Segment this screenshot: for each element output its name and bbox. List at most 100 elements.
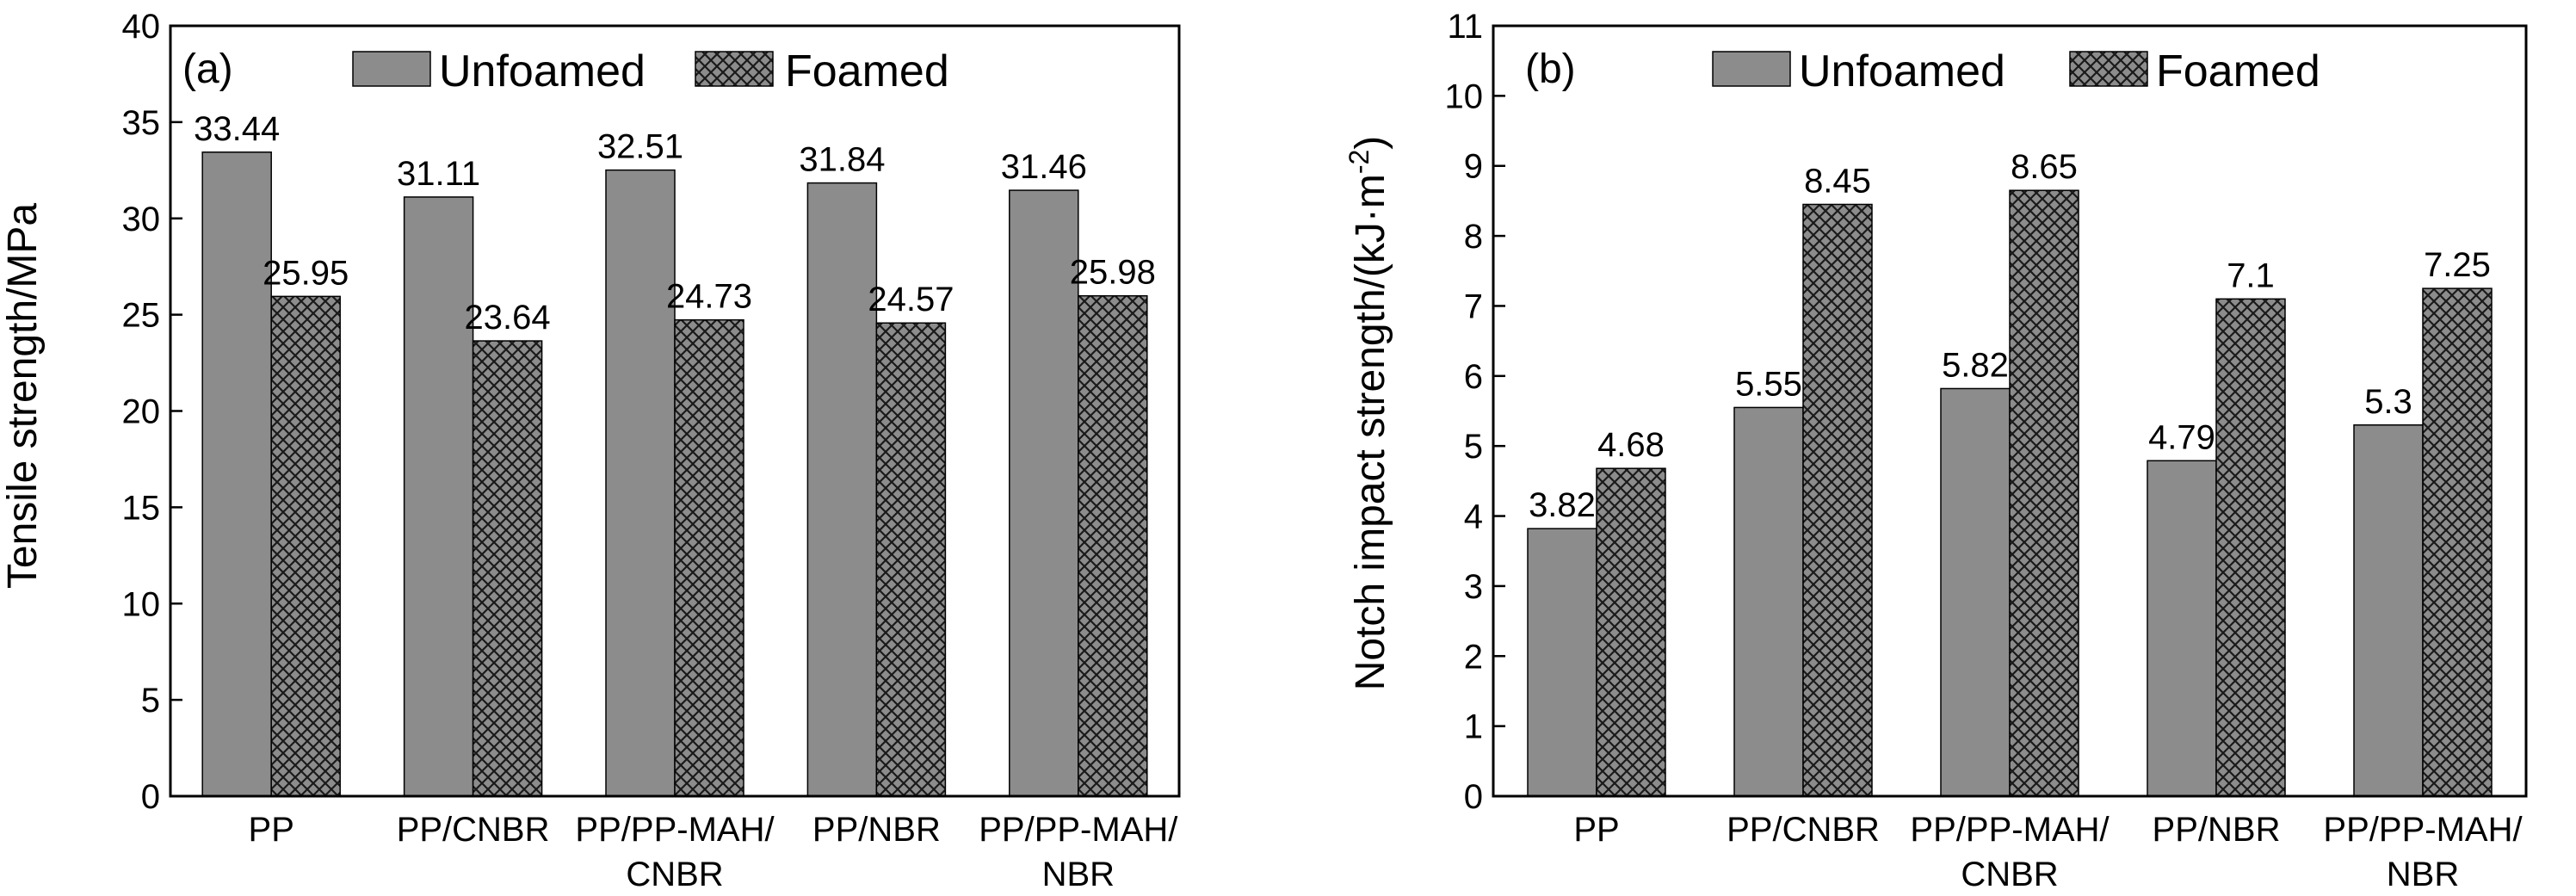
legend-a: Unfoamed Foamed (352, 46, 949, 96)
y-axis-title-b-end: ) (1348, 136, 1393, 150)
legend-swatch-unfoamed-a (352, 51, 431, 87)
bar-label-a-unfoamed-2: 32.51 (597, 128, 683, 166)
bar-b-unfoamed-2 (1940, 387, 2011, 797)
bar-label-b-foamed-2: 8.65 (2011, 148, 2078, 186)
bar-label-a-foamed-3: 24.57 (868, 281, 954, 318)
y-axis-title-b-main: Notch impact strength/(kJ·m (1348, 174, 1393, 690)
y-tick-label-b-7: 7 (1464, 287, 1483, 325)
y-tick-label-b-1: 1 (1464, 708, 1483, 746)
y-ticks-b: 0 1 2 3 4 5 6 7 8 9 10 11 (1445, 8, 1505, 816)
bar-a-foamed-1 (472, 340, 543, 797)
bar-label-b-foamed-0: 4.68 (1597, 426, 1665, 464)
x-tick-label-b-4-line2: NBR (2387, 856, 2459, 893)
bar-label-a-unfoamed-1: 31.11 (397, 155, 480, 193)
y-tick-label-a-3: 15 (122, 489, 161, 527)
bar-label-b-foamed-3: 7.1 (2227, 256, 2275, 294)
bar-labels-b: 3.824.68 5.55 8.45 5.82 8.65 4.79 7.1 5.3 7.25 (1529, 148, 2491, 524)
y-tick-label-b-9: 9 (1464, 148, 1483, 186)
x-tick-label-a-1: PP/CNBR (397, 811, 550, 849)
plot-frame-b (1492, 24, 2528, 798)
bar-labels-a: 33.44 25.95 31.11 23.64 32.51 24.73 31.84 24.57… (194, 110, 1156, 337)
bar-a-foamed-3 (875, 322, 947, 797)
bar-a-unfoamed-1 (403, 196, 474, 797)
bar-label-a-foamed-2: 24.73 (666, 278, 752, 316)
bar-a-foamed-0 (270, 295, 341, 797)
y-tick-label-a-0: 0 (141, 778, 160, 816)
bar-label-b-unfoamed-1: 5.55 (1735, 365, 1802, 403)
y-axis-title-a: Tensile strength/MPa (0, 203, 46, 590)
x-tick-label-b-4: PP/PP-MAH/ (2323, 811, 2523, 849)
bar-a-unfoamed-3 (806, 182, 878, 797)
y-tick-label-b-5: 5 (1464, 428, 1483, 466)
y-tick-label-a-7: 35 (122, 104, 161, 142)
x-tick-label-b-2: PP/PP-MAH/ (1910, 811, 2110, 849)
legend-label-unfoamed-a: Unfoamed (439, 46, 646, 96)
y-tick-label-a-1: 5 (141, 682, 160, 720)
bar-b-unfoamed-3 (2147, 460, 2217, 797)
bar-label-b-unfoamed-0: 3.82 (1529, 486, 1596, 524)
y-tick-label-a-6: 30 (122, 201, 161, 238)
legend-label-unfoamed-b: Unfoamed (1799, 46, 2005, 96)
legend-swatch-foamed-b (2069, 51, 2148, 87)
y-tick-label-b-2: 2 (1464, 638, 1483, 676)
panel-tag-b: (b) (1525, 46, 1576, 92)
bar-b-foamed-3 (2215, 298, 2286, 797)
bars-b (1527, 189, 2493, 797)
bar-label-b-foamed-4: 7.25 (2424, 246, 2491, 284)
bar-b-unfoamed-0 (1527, 528, 1597, 797)
x-tick-label-a-2-line2: CNBR (626, 856, 723, 893)
panel-tag-a: (a) (182, 46, 233, 92)
bar-b-foamed-0 (1596, 467, 1666, 797)
x-tick-label-b-2-line2: CNBR (1961, 856, 2058, 893)
bar-label-a-foamed-4: 25.98 (1070, 254, 1156, 292)
x-ticks-a: PP PP/CNBR PP/PP-MAH/CNBR PP/NBR PP/PP-MAH/N… (249, 811, 1179, 893)
y-tick-label-a-2: 10 (122, 585, 161, 623)
bar-b-unfoamed-1 (1733, 406, 1804, 797)
legend-swatch-foamed-a (695, 51, 774, 87)
legend-swatch-unfoamed-b (1712, 51, 1791, 87)
legend-label-foamed-a: Foamed (785, 46, 949, 96)
bar-label-b-unfoamed-3: 4.79 (2148, 418, 2215, 456)
bar-a-unfoamed-0 (201, 151, 272, 797)
y-tick-label-a-5: 25 (122, 297, 161, 335)
y-axis-title-b-sup: -2 (1344, 150, 1374, 174)
bar-b-foamed-1 (1802, 203, 1873, 797)
y-tick-label-a-8: 40 (122, 8, 161, 46)
bar-a-unfoamed-4 (1009, 189, 1079, 797)
x-tick-label-a-3: PP/NBR (812, 811, 941, 849)
bar-b-foamed-2 (2009, 189, 2079, 797)
axes-b (1492, 24, 2528, 798)
x-tick-label-a-2: PP/PP-MAH/ (575, 811, 775, 849)
x-tick-label-a-0: PP (249, 811, 294, 849)
bar-b-foamed-4 (2422, 287, 2493, 797)
legend-label-foamed-b: Foamed (2156, 46, 2320, 96)
legend-b: Unfoamed Foamed (1712, 46, 2320, 96)
chart-panel-b: 3.824.68 5.55 8.45 5.82 8.65 4.79 7.1 5.3 7.25 0… (1344, 8, 2528, 893)
bar-label-a-foamed-0: 25.95 (263, 254, 349, 292)
y-tick-label-b-11: 11 (1447, 8, 1483, 46)
bar-label-a-unfoamed-0: 33.44 (194, 110, 280, 148)
y-tick-label-a-4: 20 (122, 393, 161, 431)
bar-label-a-unfoamed-3: 31.84 (799, 141, 885, 179)
y-tick-label-b-10: 10 (1445, 77, 1484, 115)
bar-label-a-unfoamed-4: 31.46 (1001, 148, 1087, 186)
x-ticks-b: PP PP/CNBR PP/PP-MAH/CNBR PP/NBR PP/PP-MAH/N… (1573, 811, 2523, 893)
y-tick-label-b-4: 4 (1464, 498, 1483, 536)
y-ticks-a: 0 5 10 15 20 25 30 35 40 (122, 8, 182, 816)
chart-panel-a: 33.44 25.95 31.11 23.64 32.51 24.73 31.84 24.57… (0, 8, 1181, 893)
bar-b-unfoamed-4 (2353, 424, 2424, 797)
bar-a-unfoamed-2 (605, 169, 676, 797)
bar-a-foamed-4 (1078, 294, 1148, 797)
y-axis-title-b: Notch impact strength/(kJ·m-2) (1344, 136, 1393, 691)
x-tick-label-b-3: PP/NBR (2153, 811, 2281, 849)
x-tick-label-b-1: PP/CNBR (1727, 811, 1880, 849)
y-tick-label-b-6: 6 (1464, 358, 1483, 396)
bar-label-a-foamed-1: 23.64 (465, 299, 551, 337)
x-tick-label-a-4: PP/PP-MAH/ (979, 811, 1178, 849)
y-tick-label-b-0: 0 (1464, 778, 1483, 816)
bar-a-foamed-2 (674, 318, 744, 797)
x-tick-label-a-4-line2: NBR (1042, 856, 1115, 893)
bar-label-b-unfoamed-2: 5.82 (1942, 346, 2009, 384)
y-tick-label-b-8: 8 (1464, 218, 1483, 256)
